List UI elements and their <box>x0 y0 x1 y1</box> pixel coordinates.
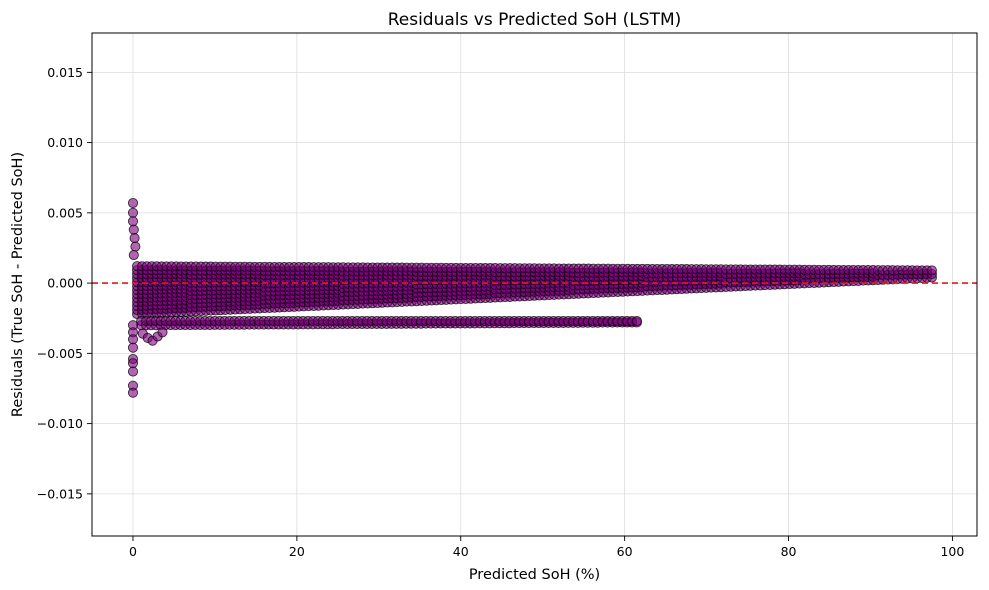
data-point <box>157 327 168 338</box>
data-point <box>128 224 139 235</box>
data-point <box>631 315 642 327</box>
y-tick-label: 0.000 <box>47 276 83 291</box>
x-tick-label: 0 <box>129 544 137 559</box>
data-point <box>127 334 139 345</box>
data-point <box>127 366 139 377</box>
data-point <box>127 342 139 353</box>
plot-frame <box>91 32 978 537</box>
axis-ticks: 0 20 40 60 80 100 0.015 0.010 0.005 0.000 −0.005 −0… <box>37 65 965 559</box>
data-point <box>129 233 140 244</box>
data-point <box>128 249 139 261</box>
data-point <box>130 241 141 252</box>
data-point <box>926 265 937 276</box>
x-tick-label: 20 <box>289 544 305 559</box>
y-tick-label: 0.005 <box>47 205 83 220</box>
y-tick-label: −0.015 <box>37 486 83 501</box>
data-point <box>127 358 139 369</box>
x-tick-label: 100 <box>940 544 964 559</box>
data-point <box>127 207 139 218</box>
chart-title: Residuals vs Predicted SoH (LSTM) <box>388 10 682 30</box>
x-tick-label: 60 <box>617 544 633 559</box>
y-tick-label: 0.015 <box>47 65 83 80</box>
y-tick-label: −0.010 <box>37 416 83 431</box>
y-axis-label: Residuals (True SoH - Predicted SoH) <box>10 152 26 417</box>
data-point <box>127 197 139 209</box>
y-tick-label: −0.005 <box>37 346 83 361</box>
data-point <box>127 216 139 227</box>
y-tick-label: 0.010 <box>47 135 83 150</box>
x-tick-label: 40 <box>453 544 469 559</box>
data-point <box>127 387 139 398</box>
x-axis-label: Predicted SoH (%) <box>469 567 600 583</box>
x-tick-label: 80 <box>781 544 797 559</box>
